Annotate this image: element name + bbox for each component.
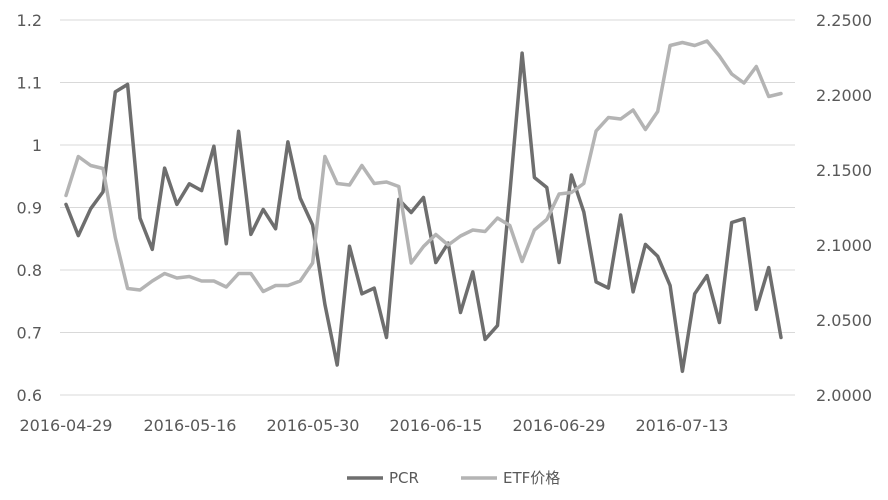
x-axis-tick-labels: 2016-04-29 2016-05-16 2016-05-30 2016-06-15… bbox=[20, 416, 729, 435]
gridlines bbox=[60, 19, 795, 396]
right-axis-tick-label: 2.1000 bbox=[816, 236, 872, 255]
legend: PCR ETF价格 bbox=[347, 469, 560, 487]
left-axis-tick-label: 1 bbox=[32, 136, 42, 155]
x-axis-tick-label: 2016-06-15 bbox=[390, 416, 483, 435]
left-axis-tick-label: 0.7 bbox=[17, 324, 42, 343]
right-axis-tick-labels: 2.0000 2.0500 2.1000 2.1500 2.2000 2.2500 bbox=[816, 11, 872, 405]
x-axis-tick-label: 2016-07-13 bbox=[636, 416, 729, 435]
left-axis-tick-label: 0.9 bbox=[17, 199, 42, 218]
right-axis-tick-label: 2.0000 bbox=[816, 386, 872, 405]
series-line-pcr bbox=[64, 51, 783, 374]
right-axis-tick-label: 2.0500 bbox=[816, 311, 872, 330]
right-axis-tick-label: 2.2000 bbox=[816, 86, 872, 105]
left-axis-tick-label: 1.1 bbox=[17, 74, 42, 93]
x-axis-tick-label: 2016-06-29 bbox=[513, 416, 606, 435]
left-axis-tick-label: 0.6 bbox=[17, 386, 42, 405]
x-axis-tick-label: 2016-05-30 bbox=[267, 416, 360, 435]
x-axis-tick-label: 2016-04-29 bbox=[20, 416, 113, 435]
legend-label: ETF价格 bbox=[503, 469, 560, 487]
x-axis-tick-label: 2016-05-16 bbox=[144, 416, 237, 435]
left-axis-tick-labels: 0.6 0.7 0.8 0.9 1 1.1 1.2 bbox=[17, 11, 42, 405]
left-axis-tick-label: 1.2 bbox=[17, 11, 42, 30]
right-axis-tick-label: 2.1500 bbox=[816, 161, 872, 180]
left-axis-tick-label: 0.8 bbox=[17, 261, 42, 280]
legend-label: PCR bbox=[389, 469, 419, 487]
right-axis-tick-label: 2.2500 bbox=[816, 11, 872, 30]
series-line-etf bbox=[64, 39, 783, 294]
series-lines bbox=[64, 39, 783, 374]
